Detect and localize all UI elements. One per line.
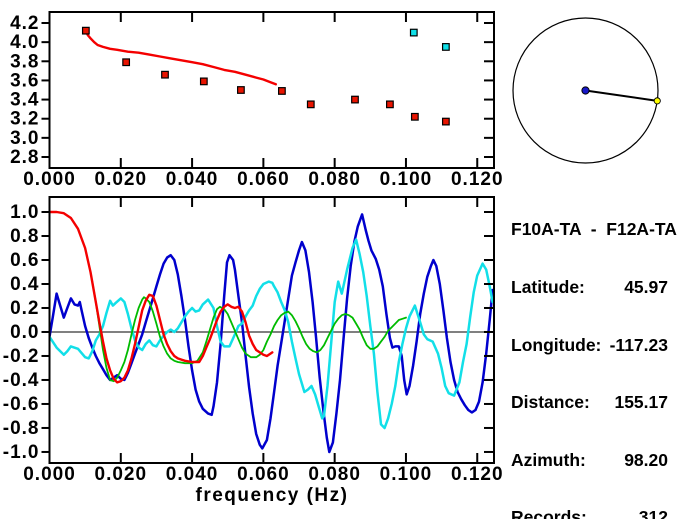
info-row-distance: Distance: 155.17: [511, 393, 668, 412]
correlation-plot: 0.000 0.020 0.040 0.060 0.080 0.100 0.120 -1.0 -…: [3, 196, 504, 485]
red-square-markers: [351, 95, 359, 104]
cyan-square-markers: [409, 28, 418, 37]
red-square-markers: [278, 87, 286, 95]
red-square-markers: [410, 112, 419, 121]
azimuth-diagram: [512, 17, 661, 164]
y-tick-label: 3.0: [10, 128, 39, 149]
x-tick-label: 0.040: [166, 169, 219, 190]
azimuth-value: 98.20: [624, 449, 668, 470]
plot-frame: [48, 196, 495, 464]
info-row-azimuth: Azimuth: 98.20: [511, 449, 668, 470]
x-tick-label: 0.120: [451, 464, 504, 485]
y-tick-label: 4.2: [10, 13, 39, 34]
red-square-markers: [81, 26, 90, 35]
red-square-markers: [441, 117, 450, 126]
y-tick-label: -0.8: [3, 418, 40, 439]
longitude-label: Longitude:: [511, 334, 602, 355]
distance-value: 155.17: [614, 392, 668, 413]
center-station-dot: [581, 86, 590, 95]
y-tick-label: 3.4: [10, 90, 39, 111]
latitude-label: Latitude:: [511, 277, 585, 298]
azimuth-line: [585, 89, 658, 102]
y-tick-label: 3.6: [10, 70, 39, 91]
x-tick-label: 0.060: [237, 169, 290, 190]
y-tick-label: -0.4: [3, 370, 40, 391]
red-square-markers: [386, 100, 394, 109]
y-tick-label: 0.8: [10, 226, 39, 247]
x-tick-label: 0.000: [23, 169, 76, 190]
y-tick-label: 1.0: [10, 202, 39, 223]
longitude-value: -117.23: [609, 334, 668, 355]
distance-label: Distance:: [511, 392, 590, 413]
y-tick-label: 3.8: [10, 51, 39, 72]
info-row-records: Records: 312: [511, 508, 668, 519]
station-info-panel: F10A-TA - F12A-TA Latitude: 45.97 Longit…: [511, 182, 677, 519]
x-axis-title: frequency (Hz): [195, 485, 349, 506]
records-value: 312: [638, 507, 668, 519]
azimuth-ring: [512, 17, 659, 164]
plot-frame: [48, 11, 495, 169]
y-tick-label: 3.2: [10, 109, 39, 130]
azimuth-label: Azimuth:: [511, 449, 586, 470]
red-square-markers: [237, 86, 245, 94]
green-waveform: [91, 280, 407, 383]
x-tick-label: 0.040: [166, 464, 219, 485]
remote-station-dot: [653, 97, 661, 105]
red-square-markers: [122, 58, 131, 67]
red-curve: [84, 30, 277, 86]
y-tick-label: 0.4: [10, 274, 39, 295]
x-tick-label: 0.020: [95, 464, 148, 485]
x-tick-label: 0.080: [308, 464, 361, 485]
station-pair-title: F10A-TA - F12A-TA: [511, 219, 677, 240]
y-tick-label: -1.0: [3, 442, 40, 463]
x-tick-label: 0.000: [23, 464, 76, 485]
x-tick-label: 0.020: [95, 169, 148, 190]
red-square-markers: [306, 100, 315, 109]
x-tick-label: 0.120: [451, 169, 504, 190]
y-tick-label: 0.2: [10, 298, 39, 319]
red-square-markers: [161, 70, 169, 79]
y-tick-label: 0.6: [10, 250, 39, 271]
latitude-value: 45.97: [624, 277, 668, 298]
cyan-waveform: [48, 238, 494, 430]
dispersion-plot: 0.000 0.020 0.040 0.060 0.080 0.100 0.1202.83.…: [10, 11, 504, 190]
info-row-longitude: Longitude: -117.23: [511, 334, 668, 355]
info-row-latitude: Latitude: 45.97: [511, 277, 668, 298]
y-tick-label: -0.2: [3, 346, 40, 367]
x-tick-label: 0.060: [237, 464, 290, 485]
y-tick-label: 0.0: [10, 322, 39, 343]
red-square-markers: [199, 77, 208, 86]
red-waveform: [48, 210, 274, 384]
x-tick-label: 0.080: [308, 169, 361, 190]
cyan-square-markers: [441, 43, 450, 51]
y-tick-label: 4.0: [10, 32, 39, 53]
x-tick-label: 0.100: [380, 169, 433, 190]
x-tick-label: 0.100: [380, 464, 433, 485]
y-tick-label: 2.8: [10, 147, 39, 168]
y-tick-label: -0.6: [3, 394, 40, 415]
records-label: Records:: [511, 507, 587, 519]
